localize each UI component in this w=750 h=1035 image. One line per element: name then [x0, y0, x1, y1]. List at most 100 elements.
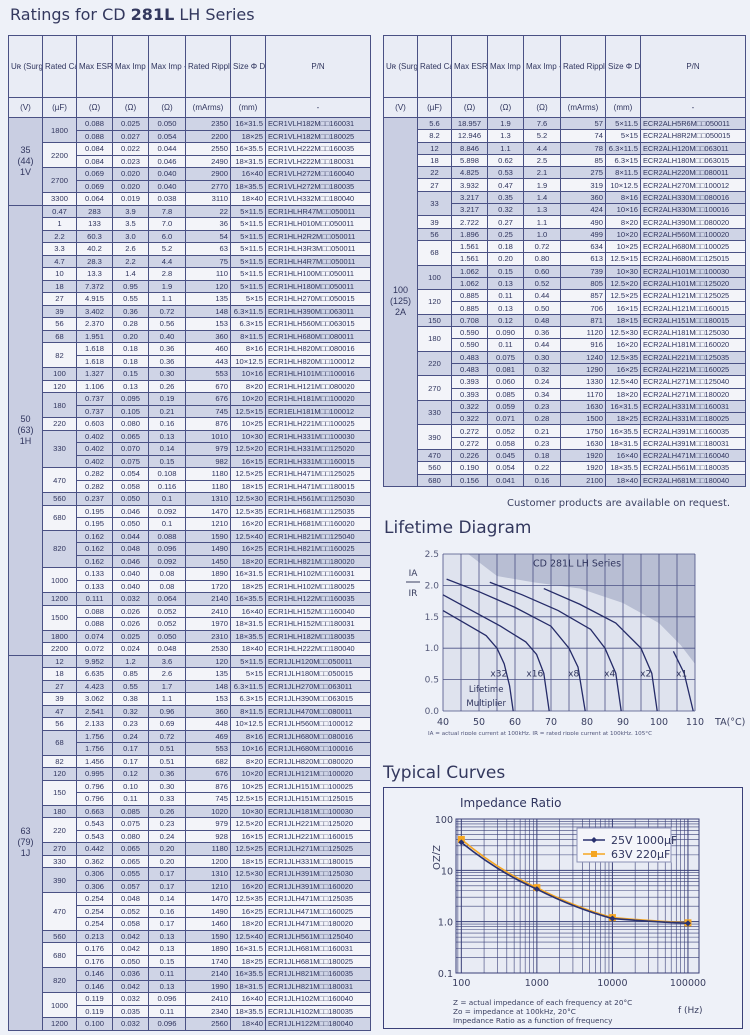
impedance-minus10c-cell: 0.092 — [148, 554, 186, 568]
impedance-20c-cell: 0.13 — [112, 379, 149, 393]
column-header: Rated Capa-citance — [417, 35, 452, 98]
part-number-cell: ECR1HLH821M□□160025 — [265, 542, 371, 556]
esr-cell: 0.213 — [76, 929, 113, 943]
size-cell: 16×40 — [230, 167, 266, 181]
capacitance-cell: 2200 — [42, 642, 77, 656]
size-cell: 18×20 — [605, 387, 641, 401]
ripple-current-cell: 1920 — [560, 461, 606, 475]
size-cell: 10×16 — [230, 742, 266, 756]
part-number-cell: ECR1JLH681M□□180025 — [265, 954, 371, 968]
size-cell: 12.5×30 — [230, 867, 266, 881]
impedance-20c-cell: 0.035 — [112, 1004, 149, 1018]
impedance-20c-cell: 0.15 — [112, 367, 149, 381]
page-title: Ratings for CD 281L LH Series — [10, 5, 255, 24]
ripple-current-cell: 110 — [185, 267, 231, 281]
esr-cell: 1.561 — [451, 239, 488, 254]
impedance-20c-cell: 0.060 — [487, 375, 524, 389]
esr-cell: 0.362 — [76, 854, 113, 868]
part-number-cell: ECR2ALH271M□□180020 — [640, 387, 746, 401]
size-cell: 18×25 — [230, 954, 266, 968]
part-number-cell: ECR2ALH121M□□160015 — [640, 301, 746, 315]
impedance-minus10c-cell: 0.054 — [148, 129, 186, 143]
esr-cell: 0.306 — [76, 867, 113, 881]
table-row: 180 0.663 0.085 0.26 1020 10×30 ECR1JLH181M□□1… — [9, 804, 371, 818]
size-cell: 5×15 — [230, 292, 266, 306]
esr-cell: 1.756 — [76, 742, 113, 756]
size-cell: 12.5×30 — [605, 326, 641, 340]
table-row: 1 133 3.5 7.0 36 5×11.5 ECR1HLH010M□□050011 — [9, 217, 371, 231]
part-number-cell: ECR2ALH680M□□100025 — [640, 239, 746, 254]
impedance-20c-cell: 0.059 — [487, 399, 524, 414]
part-number-cell: ECR1HLH221M□□100025 — [265, 417, 371, 431]
esr-cell: 0.543 — [76, 829, 113, 843]
esr-cell: 2.541 — [76, 704, 113, 718]
esr-cell: 0.282 — [76, 479, 113, 493]
unit-header: (mArms) — [560, 97, 606, 118]
ripple-current-cell: 982 — [185, 454, 231, 468]
esr-cell: 4.423 — [76, 679, 113, 693]
table-row: 560 0.237 0.050 0.1 1310 12.5×30 ECR1HLH561M□□… — [9, 492, 371, 506]
impedance-20c-cell: 0.085 — [112, 804, 149, 818]
ripple-current-cell: 3110 — [185, 192, 231, 206]
esr-cell: 28.3 — [76, 254, 113, 268]
esr-cell: 0.088 — [76, 604, 113, 618]
capacitance-cell: 4.7 — [42, 254, 77, 268]
size-cell: 6.3×11.5 — [230, 304, 266, 318]
size-cell: 12.5×20 — [230, 817, 266, 831]
part-number-cell: ECR1HLH101M□□100016 — [265, 367, 371, 381]
capacitance-cell: 27 — [417, 178, 452, 192]
part-number-cell: ECR1JLH391M□□125030 — [265, 867, 371, 881]
esr-cell: 0.133 — [76, 567, 113, 581]
size-cell: 5×11.5 — [230, 204, 266, 218]
size-cell: 8×11.5 — [230, 329, 266, 343]
table-row: 10 13.3 1.4 2.8 110 5×11.5 ECR1HLH100M□□050011 — [9, 267, 371, 281]
ripple-current-cell: 1210 — [185, 517, 231, 531]
impedance-minus10c-cell: 7.8 — [148, 204, 186, 218]
part-number-cell: ECR1HLH100M□□050011 — [265, 267, 371, 281]
part-number-cell: ECR1ELH181M□□100012 — [265, 404, 371, 418]
impedance-minus10c-cell: 0.096 — [148, 542, 186, 556]
impedance-minus10c-cell: 0.046 — [148, 154, 186, 168]
y-tick-label: 1.5 — [425, 613, 439, 623]
table-row: 0.590 0.11 0.44 916 16×20 ECR2ALH181M□□160020 — [384, 338, 746, 352]
capacitance-cell: 68 — [42, 329, 77, 343]
column-header: Max Imp -10°C, 100kHz — [523, 35, 561, 98]
capacitance-cell: 150 — [42, 779, 77, 806]
size-cell: 8×16 — [230, 342, 266, 356]
size-cell: 5×11.5 — [230, 217, 266, 231]
ripple-current-cell: 670 — [185, 379, 231, 393]
impedance-20c-cell: 0.040 — [112, 567, 149, 581]
part-number-cell: ECR2ALH180M□□063015 — [640, 153, 746, 168]
impedance-chart: Impedance Ratio 0.1 1.0 10 100 100 1000 10000 10… — [383, 787, 743, 1029]
size-cell: 18×35.5 — [230, 629, 266, 643]
ripple-current-cell: 1490 — [185, 904, 231, 918]
ripple-current-cell: 634 — [560, 239, 606, 254]
esr-cell: 8.846 — [451, 141, 488, 155]
impedance-minus10c-cell: 0.69 — [148, 717, 186, 731]
part-number-cell: ECR1HLH121M□□080020 — [265, 379, 371, 393]
ripple-current-cell: 2560 — [185, 1017, 231, 1031]
impedance-20c-cell: 0.050 — [112, 517, 149, 531]
capacitance-cell: 27 — [42, 292, 77, 306]
impedance-minus10c-cell: 0.108 — [148, 467, 186, 481]
table-row: 4.7 28.3 2.2 4.4 75 5×11.5 ECR1HLH4R7M□□050011 — [9, 254, 371, 268]
impedance-minus10c-cell: 0.20 — [148, 842, 186, 856]
impedance-20c-cell: 0.24 — [112, 729, 149, 743]
capacitance-cell: 180 — [417, 326, 452, 352]
ripple-current-cell: 2140 — [185, 592, 231, 606]
unit-header: (Ω) — [76, 97, 113, 118]
chart-frame — [383, 787, 743, 1029]
esr-cell: 0.393 — [451, 387, 488, 401]
part-number-cell: ECR1VLH182M□□180025 — [265, 129, 371, 143]
impedance-minus10c-cell: 0.40 — [148, 329, 186, 343]
part-number-cell: ECR2ALH471M□□160040 — [640, 449, 746, 463]
ripple-current-cell: 120 — [185, 654, 231, 668]
part-number-cell: ECR2ALH391M□□160035 — [640, 424, 746, 438]
impedance-minus10c-cell: 7.0 — [148, 217, 186, 231]
capacitance-cell: 2.2 — [42, 229, 77, 243]
ripple-current-cell: 1210 — [185, 879, 231, 893]
ripple-current-cell: 876 — [185, 779, 231, 793]
legend-marker — [591, 851, 597, 857]
esr-cell: 40.2 — [76, 242, 113, 256]
size-cell: 10×16 — [230, 367, 266, 381]
